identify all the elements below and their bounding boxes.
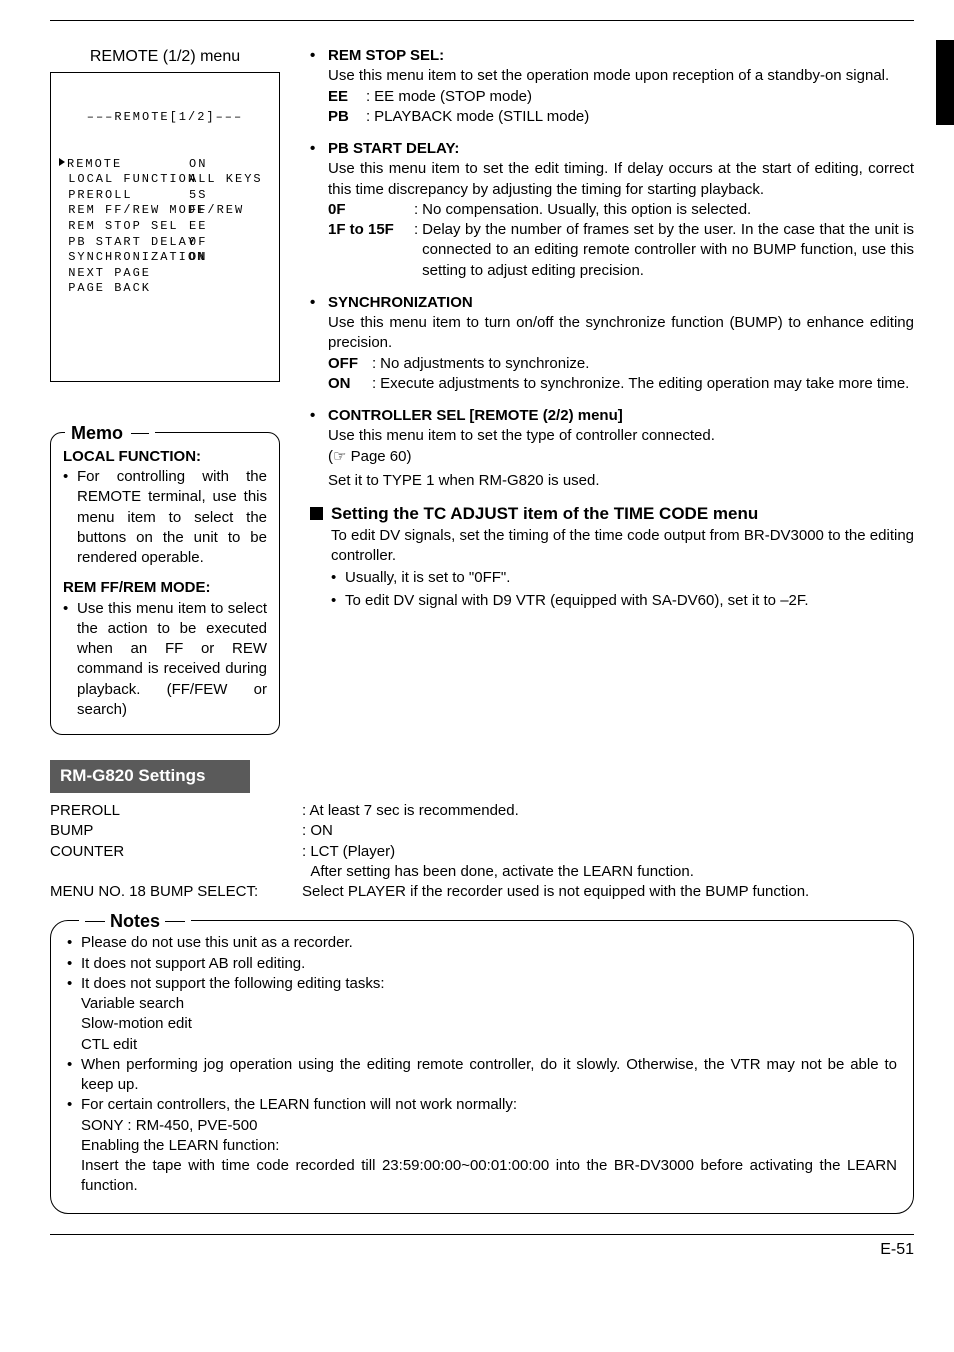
memo-heading: REM FF/REM MODE: [63,578,267,598]
remote-frame-row: NEXT PAGE [59,266,271,282]
menu-item-label: PB START DELAY: [328,139,459,159]
remote-frame-row: PAGE BACK [59,281,271,297]
memo-heading: LOCAL FUNCTION: [63,447,267,467]
menu-item-label: SYNCHRONIZATION [328,293,473,313]
menu-item-note: Set it to TYPE 1 when RM-G820 is used. [328,471,914,491]
square-body: To edit DV signals, set the timing of th… [331,526,914,611]
menu-item-body: Use this menu item to set the operation … [328,66,914,86]
rm-row: MENU NO. 18 BUMP SELECT:Select PLAYER if… [50,882,914,902]
menu-item-label: REM STOP SEL: [328,46,444,66]
def-row: OFF:No adjustments to synchronize. [328,354,914,374]
memo-box: Memo LOCAL FUNCTION:•For controlling wit… [50,432,280,735]
menu-item: •CONTROLLER SEL [REMOTE (2/2) menu]Use t… [310,406,914,491]
two-column-layout: REMOTE (1/2) menu –––REMOTE[1/2]––– REMO… [50,46,914,735]
remote-frame-row: REM STOP SELEE [59,219,271,235]
def-row: EE:EE mode (STOP mode) [328,87,914,107]
menu-item-label: CONTROLLER SEL [REMOTE (2/2) menu] [328,406,623,426]
remote-frame: –––REMOTE[1/2]––– REMOTEON LOCAL FUNCTIO… [50,72,280,382]
right-column: •REM STOP SEL:Use this menu item to set … [310,46,914,611]
remote-frame-row: SYNCHRONIZATIONON [59,250,271,266]
rm-settings-rows: PREROLL: At least 7 sec is recommended.B… [50,801,914,902]
rm-row: COUNTER: LCT (Player) [50,842,914,862]
rm-row: PREROLL: At least 7 sec is recommended. [50,801,914,821]
memo-bullet: •For controlling with the REMOTE termina… [63,467,267,568]
memo-bullet: •Use this menu item to select the action… [63,599,267,721]
square-sub: •Usually, it is set to "0FF". [331,568,914,588]
notes-item: •For certain controllers, the LEARN func… [67,1095,897,1196]
notes-title: Notes [79,909,191,933]
left-column: REMOTE (1/2) menu –––REMOTE[1/2]––– REMO… [50,46,280,735]
def-row: PB:PLAYBACK mode (STILL mode) [328,107,914,127]
square-sub: •To edit DV signal with D9 VTR (equipped… [331,591,914,611]
menu-item-body: Use this menu item to set the type of co… [328,426,914,446]
menu-item-body: Use this menu item to turn on/off the sy… [328,313,914,354]
menu-item: •REM STOP SEL:Use this menu item to set … [310,46,914,127]
notes-item: •Please do not use this unit as a record… [67,933,897,953]
square-icon [310,507,323,520]
remote-frame-label: REMOTE (1/2) menu [50,46,280,68]
def-row: ON:Execute adjustments to synchronize. T… [328,374,914,394]
def-row: 1F to 15F:Delay by the number of frames … [328,220,914,281]
square-title: Setting the TC ADJUST item of the TIME C… [331,503,758,526]
remote-frame-row: PB START DELAY0F [59,235,271,251]
menu-item: •SYNCHRONIZATIONUse this menu item to tu… [310,293,914,394]
remote-frame-row: PREROLL5S [59,188,271,204]
square-heading: Setting the TC ADJUST item of the TIME C… [310,503,914,526]
menu-item-body: Use this menu item to set the edit timin… [328,159,914,200]
def-row: 0F:No compensation. Usually, this option… [328,200,914,220]
rm-row: BUMP: ON [50,821,914,841]
side-tab [936,40,954,125]
notes-box: Notes •Please do not use this unit as a … [50,920,914,1213]
rule-bottom [50,1234,914,1235]
rm-row: After setting has been done, activate th… [50,862,914,882]
remote-frame-title: –––REMOTE[1/2]––– [59,110,271,126]
memo-title: Memo [65,421,155,445]
remote-frame-row: REMOTEON [59,157,271,173]
notes-item: •When performing jog operation using the… [67,1055,897,1096]
rm-settings-bar: RM-G820 Settings [50,760,250,793]
rule-top [50,20,914,21]
remote-frame-row: LOCAL FUNCTIONALL KEYS [59,172,271,188]
menu-item-ref: (☞ Page 60) [328,447,914,467]
remote-frame-row: REM FF/REW MODEFF/REW [59,203,271,219]
notes-item: •It does not support AB roll editing. [67,954,897,974]
square-body-text: To edit DV signals, set the timing of th… [331,526,914,567]
menu-item: •PB START DELAY:Use this menu item to se… [310,139,914,281]
notes-item: •It does not support the following editi… [67,974,897,1055]
page-number: E-51 [50,1239,914,1261]
